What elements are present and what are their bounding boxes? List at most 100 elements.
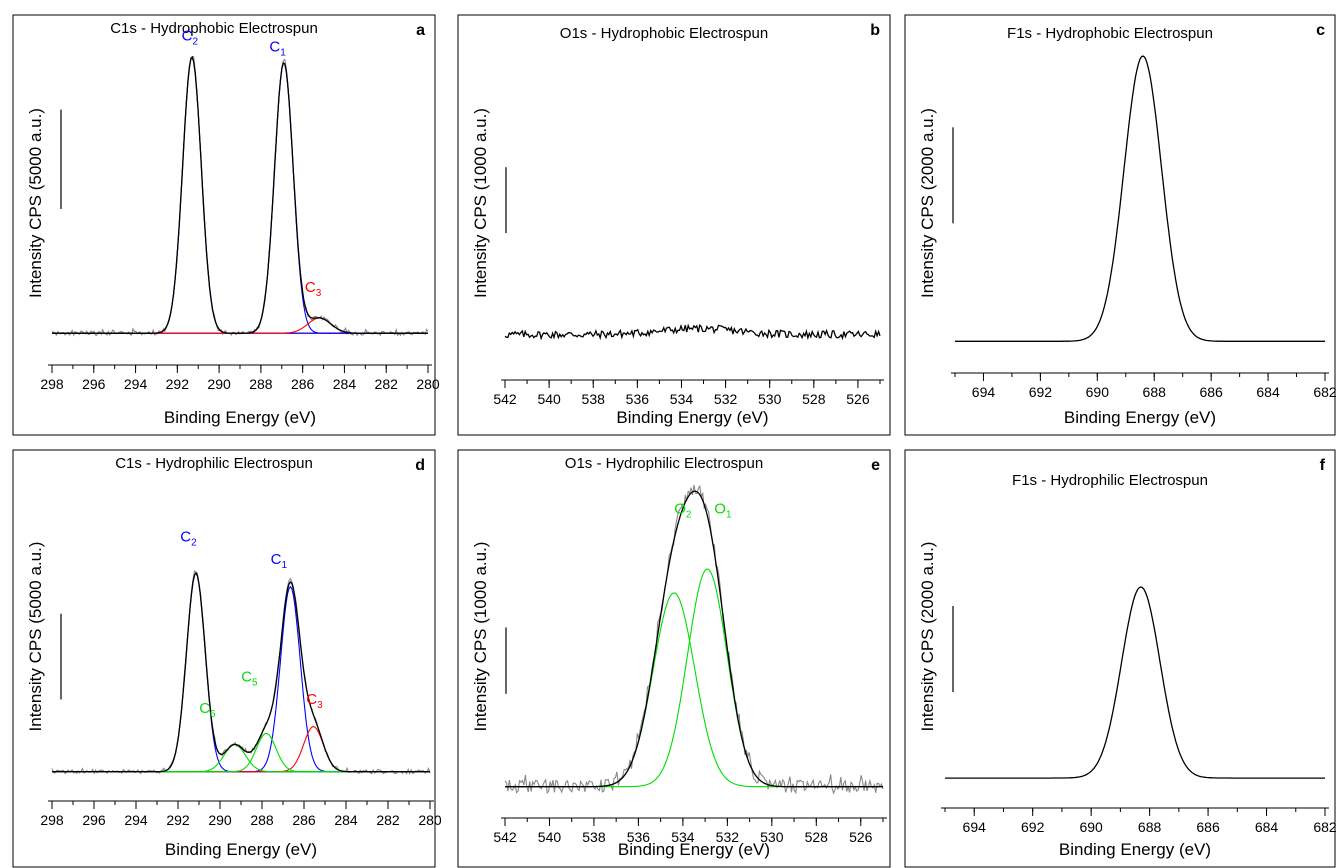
x-tick-label: 536 <box>626 391 650 407</box>
f1s-spectrum <box>955 55 1325 342</box>
x-tick-label: 532 <box>716 829 740 845</box>
x-tick-label: 534 <box>670 391 694 407</box>
x-tick-label: 282 <box>376 812 400 828</box>
peak-label-c2: C2 <box>180 529 197 549</box>
panel-frame <box>904 449 1336 868</box>
x-tick-label: 290 <box>208 812 232 828</box>
x-tick-label: 280 <box>418 812 442 828</box>
x-tick-label: 692 <box>1029 384 1053 400</box>
peak-label-c5: C5 <box>241 668 258 688</box>
x-tick-label: 280 <box>416 376 440 392</box>
y-axis-label: Intensity CPS (1000 a.u.) <box>471 108 490 298</box>
panel-e: 542 540 538 536 534 532 530 528 526 Binding Energ… <box>457 449 891 868</box>
x-axis-label: Binding Energy (eV) <box>165 840 317 859</box>
x-tick-label: 298 <box>40 376 64 392</box>
panel-frame <box>904 14 1336 436</box>
x-tick-label: 286 <box>291 376 315 392</box>
panel-letter: a <box>416 22 425 39</box>
x-tick-label: 528 <box>805 829 829 845</box>
x-tick-label: 534 <box>671 829 695 845</box>
x-tick-label: 296 <box>82 812 106 828</box>
y-axis-label: Intensity CPS (2000 a.u.) <box>918 108 937 298</box>
x-tick-label: 294 <box>124 812 148 828</box>
x-tick-label: 528 <box>802 391 826 407</box>
panel-frame <box>457 14 891 436</box>
envelope-fit <box>505 490 883 788</box>
panel-a: 298 296 294 292 290 288 286 284 282 280 Binding En… <box>12 14 440 436</box>
x-tick-label: 540 <box>537 391 561 407</box>
x-tick-label: 298 <box>40 812 64 828</box>
component-c2 <box>52 56 428 334</box>
raw-spectrum <box>504 484 884 795</box>
x-tick-label: 282 <box>375 376 399 392</box>
x-tick-label: 288 <box>249 376 273 392</box>
component-o1 <box>505 568 883 788</box>
x-tick-label: 526 <box>849 829 873 845</box>
panel-frame <box>12 14 436 436</box>
x-tick-label: 290 <box>207 376 231 392</box>
panel-letter: b <box>870 22 880 39</box>
x-axis-label: Binding Energy (eV) <box>1059 840 1211 859</box>
x-axis-label: Binding Energy (eV) <box>1064 408 1216 427</box>
x-tick-label: 286 <box>292 812 316 828</box>
x-tick-label: 296 <box>82 376 106 392</box>
panel-b: 542 540 538 536 534 532 530 528 526 Binding Energ… <box>457 14 891 436</box>
x-tick-label: 694 <box>963 819 987 835</box>
panel-letter: d <box>415 457 425 474</box>
y-axis-label: Intensity CPS (5000 a.u.) <box>26 542 45 732</box>
panel-title: F1s - Hydrophobic Electrospun <box>1007 25 1213 42</box>
y-axis-label: Intensity CPS (1000 a.u.) <box>471 542 490 732</box>
x-tick-label: 532 <box>714 391 738 407</box>
component-c6 <box>52 744 430 773</box>
panel-frame <box>457 449 891 868</box>
x-tick-label: 288 <box>250 812 274 828</box>
panel-letter: e <box>871 457 880 474</box>
f1s-spectrum <box>945 586 1325 779</box>
x-tick-label: 526 <box>846 391 870 407</box>
x-tick-label: 530 <box>758 391 782 407</box>
x-tick-label: 692 <box>1021 819 1045 835</box>
peak-label-o1: O1 <box>714 500 732 520</box>
peak-label-c2: C2 <box>182 28 199 48</box>
panel-f: 694 692 690 688 686 684 682 Binding Energy (eV)… <box>904 449 1337 868</box>
x-tick-label: 284 <box>333 376 357 392</box>
panel-title: C1s - Hydrophilic Electrospun <box>115 455 313 472</box>
x-tick-label: 530 <box>760 829 784 845</box>
x-axis-label: Binding Energy (eV) <box>618 840 770 859</box>
x-tick-label: 690 <box>1079 819 1103 835</box>
x-tick-label: 686 <box>1196 819 1220 835</box>
envelope-fit <box>52 571 430 773</box>
x-axis-label: Binding Energy (eV) <box>164 408 316 427</box>
panel-title: C1s - Hydrophobic Electrospun <box>110 20 318 37</box>
panel-title: O1s - Hydrophilic Electrospun <box>565 455 763 472</box>
x-tick-label: 538 <box>582 829 606 845</box>
x-tick-label: 682 <box>1313 384 1337 400</box>
envelope-fit <box>52 55 428 334</box>
x-tick-label: 690 <box>1086 384 1110 400</box>
peak-label-c1: C1 <box>269 39 286 59</box>
x-tick-label: 542 <box>493 829 517 845</box>
x-axis-label: Binding Energy (eV) <box>616 408 768 427</box>
peak-label-o2: O2 <box>674 500 692 520</box>
x-tick-label: 694 <box>972 384 996 400</box>
x-tick-label: 684 <box>1255 819 1279 835</box>
raw-spectrum <box>51 55 429 337</box>
panel-title: F1s - Hydrophilic Electrospun <box>1012 472 1208 489</box>
y-axis-label: Intensity CPS (5000 a.u.) <box>26 108 45 298</box>
panel-title: O1s - Hydrophobic Electrospun <box>560 25 768 42</box>
component-c5 <box>52 732 430 773</box>
x-tick-label: 292 <box>166 812 190 828</box>
x-tick-label: 538 <box>582 391 606 407</box>
x-tick-label: 284 <box>334 812 358 828</box>
component-c1 <box>52 62 428 334</box>
x-tick-label: 540 <box>538 829 562 845</box>
x-tick-label: 686 <box>1199 384 1223 400</box>
peak-label-c3: C3 <box>306 691 323 711</box>
peak-label-c1: C1 <box>271 551 288 571</box>
panel-letter: f <box>1320 457 1326 474</box>
x-tick-label: 684 <box>1256 384 1280 400</box>
peak-label-c6: C6 <box>199 700 216 720</box>
y-axis-label: Intensity CPS (2000 a.u.) <box>918 542 937 732</box>
panel-d: 298 296 294 292 290 288 286 284 282 280 Binding En… <box>12 449 442 868</box>
